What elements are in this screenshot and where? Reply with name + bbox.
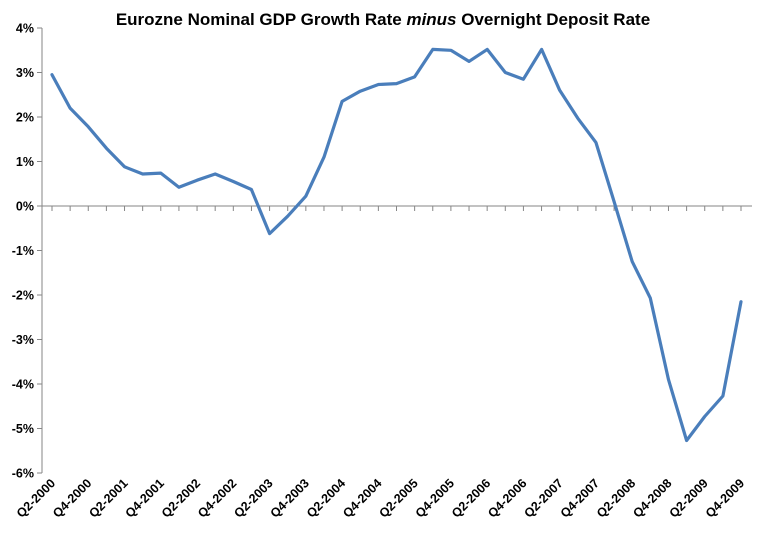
chart-title: Eurozne Nominal GDP Growth Rate minus Ov…	[116, 10, 650, 29]
chart-title-part2: Overnight Deposit Rate	[457, 10, 651, 29]
x-tick-label: Q2-2002	[159, 476, 203, 520]
y-tick-label: -5%	[12, 422, 34, 436]
y-tick-label: -1%	[12, 244, 34, 258]
y-tick-label: -3%	[12, 333, 34, 347]
y-tick-label: 4%	[16, 22, 34, 36]
chart-title-part1: Eurozne Nominal GDP Growth Rate	[116, 10, 407, 29]
x-tick-label: Q2-2004	[304, 476, 348, 520]
axes	[41, 28, 752, 473]
y-tick-label: 3%	[16, 66, 34, 80]
x-tick-label: Q2-2005	[376, 476, 420, 520]
x-axis-ticks: Q2-2000Q4-2000Q2-2001Q4-2001Q2-2002Q4-20…	[14, 206, 747, 521]
x-tick-label: Q4-2008	[630, 476, 674, 520]
x-tick-label: Q4-2003	[268, 476, 312, 520]
chart-title-emphasis: minus	[406, 10, 456, 29]
series-layer	[50, 47, 743, 443]
x-tick-label: Q2-2006	[449, 476, 493, 520]
series-line	[50, 47, 743, 443]
y-tick-label: -2%	[12, 289, 34, 303]
y-tick-label: -6%	[12, 467, 34, 481]
x-tick-label: Q4-2000	[50, 476, 94, 520]
x-tick-label: Q2-2003	[231, 476, 275, 520]
y-axis-ticks: -6% -5% -4% -3% -2% -1% 0% 1% 2% 3% 4%	[12, 22, 42, 481]
x-tick-label: Q2-2001	[86, 476, 130, 520]
x-tick-label: Q4-2004	[340, 476, 384, 520]
x-tick-label: Q2-2009	[667, 476, 711, 520]
y-tick-label: 1%	[16, 155, 34, 169]
x-tick-label: Q4-2009	[703, 476, 747, 520]
y-tick-label: 0%	[16, 200, 34, 214]
x-tick-label: Q4-2007	[558, 476, 602, 520]
x-tick-label: Q4-2001	[123, 476, 167, 520]
x-tick-label: Q2-2008	[594, 476, 638, 520]
x-tick-label: Q4-2002	[195, 476, 239, 520]
y-tick-label: 2%	[16, 111, 34, 125]
x-tick-label: Q4-2005	[413, 476, 457, 520]
y-tick-label: -4%	[12, 378, 34, 392]
x-tick-label: Q2-2000	[14, 476, 58, 520]
x-tick-label: Q2-2007	[522, 476, 566, 520]
x-tick-label: Q4-2006	[485, 476, 529, 520]
